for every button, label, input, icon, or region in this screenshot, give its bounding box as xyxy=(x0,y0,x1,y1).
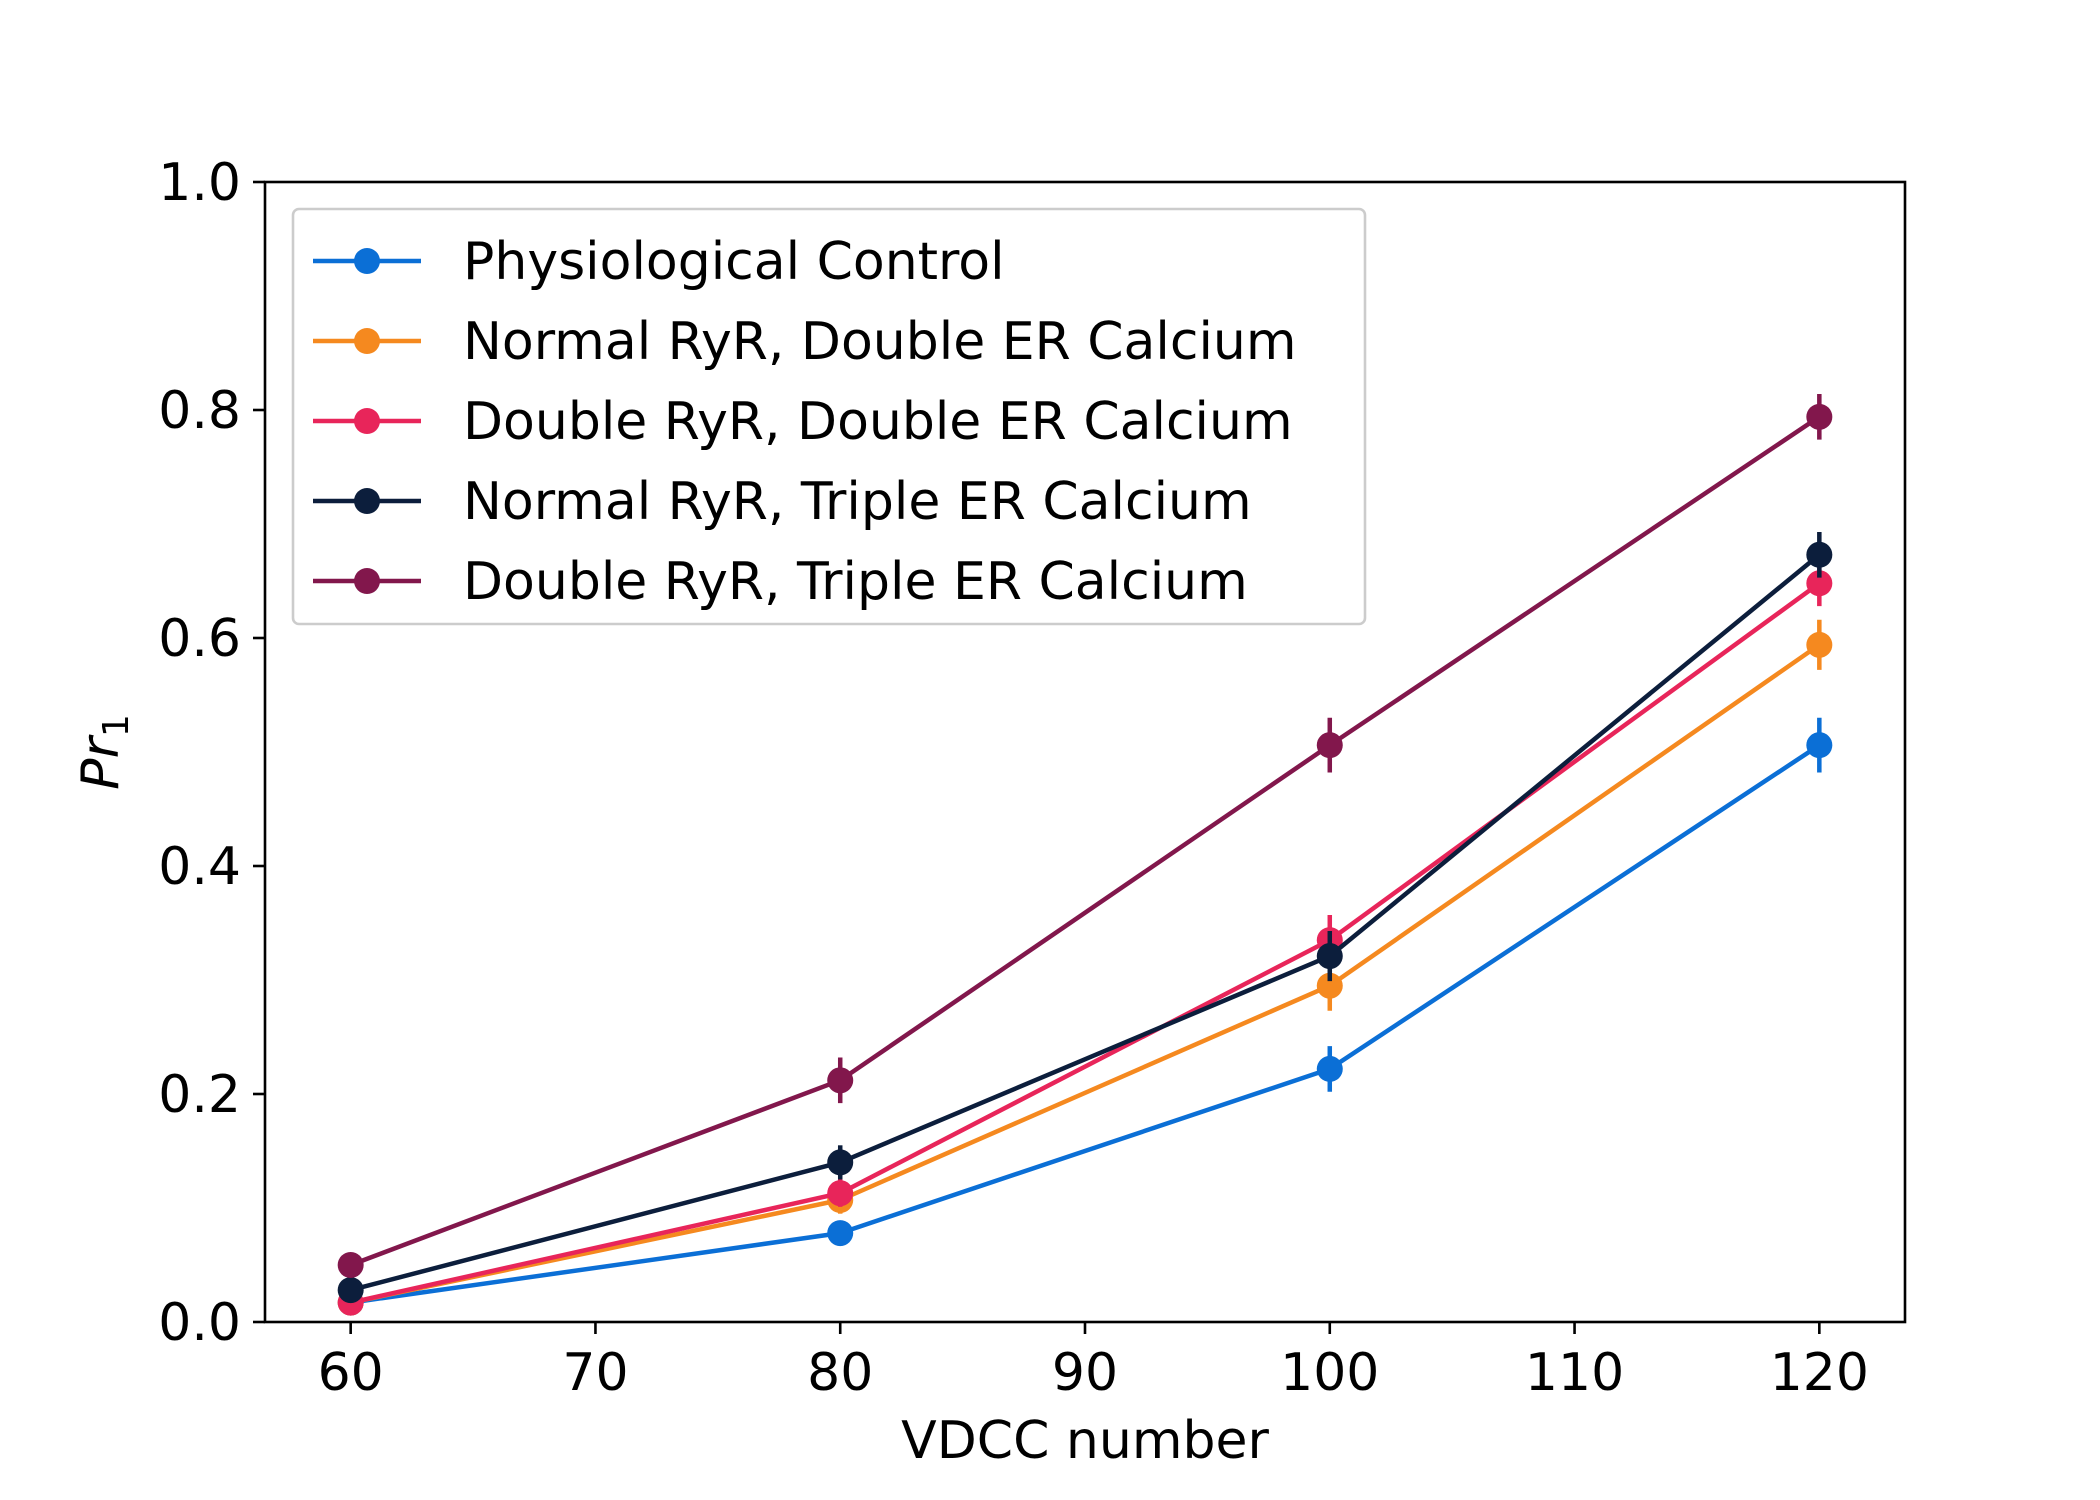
y-tick-label: 0.0 xyxy=(158,1293,241,1353)
data-point xyxy=(1316,943,1343,970)
y-tick-label: 0.6 xyxy=(158,609,241,669)
legend-label: Physiological Control xyxy=(463,232,1005,292)
data-point xyxy=(337,1277,364,1304)
data-point xyxy=(827,1067,854,1094)
legend-item: Double RyR, Triple ER Calcium xyxy=(313,552,1248,612)
x-tick-label: 80 xyxy=(807,1343,873,1403)
series-line xyxy=(350,642,1821,1305)
series-5 xyxy=(337,394,1833,1278)
y-axis-title-main: Pr xyxy=(71,733,131,789)
legend-item: Normal RyR, Double ER Calcium xyxy=(313,312,1297,372)
data-point xyxy=(827,1149,854,1176)
data-point xyxy=(337,1252,364,1278)
ticks-layer: 60 70 80 90 100 110 120 0.0 0.2 0.4 0.6 0.8 1.0 xyxy=(158,153,1869,1403)
legend-label: Double RyR, Triple ER Calcium xyxy=(463,552,1248,612)
legend-label: Normal RyR, Triple ER Calcium xyxy=(463,472,1252,532)
legend-swatch-marker xyxy=(354,328,380,354)
legend: Physiological Control Normal RyR, Double … xyxy=(291,207,1367,626)
legend-item: Normal RyR, Triple ER Calcium xyxy=(313,472,1252,532)
series-4 xyxy=(337,531,1833,1304)
data-point xyxy=(1316,732,1343,759)
data-point xyxy=(827,1220,854,1247)
legend-swatch-marker xyxy=(354,248,380,274)
x-tick-label: 70 xyxy=(562,1343,628,1403)
data-point xyxy=(827,1180,854,1207)
x-tick-label: 110 xyxy=(1525,1343,1624,1403)
x-tick-label: 100 xyxy=(1280,1343,1379,1403)
legend-swatch-marker xyxy=(354,408,380,434)
x-tick-label: 60 xyxy=(318,1343,384,1403)
series-line xyxy=(349,414,1821,1268)
x-tick-label: 90 xyxy=(1052,1343,1118,1403)
legend-item: Physiological Control xyxy=(313,232,1005,292)
data-point xyxy=(1806,570,1833,597)
svg-text:Pr1: Pr1 xyxy=(71,714,137,790)
data-point xyxy=(1806,541,1833,568)
y-tick-label: 1.0 xyxy=(158,153,241,213)
series-line xyxy=(350,581,1821,1305)
series-layer xyxy=(337,394,1833,1316)
data-point xyxy=(1316,1055,1343,1082)
y-tick-label: 0.4 xyxy=(158,837,241,897)
data-point xyxy=(1806,732,1833,759)
legend-label: Double RyR, Double ER Calcium xyxy=(463,392,1293,452)
series-line xyxy=(350,743,1821,1305)
legend-swatch-marker xyxy=(354,568,380,594)
y-axis-title: Pr1 xyxy=(71,714,137,790)
y-axis-title-subscript: 1 xyxy=(96,714,137,737)
data-point xyxy=(1806,403,1833,430)
legend-swatch-marker xyxy=(354,488,380,514)
legend-item: Double RyR, Double ER Calcium xyxy=(313,392,1293,452)
data-point xyxy=(1806,631,1833,658)
legend-box xyxy=(291,207,1367,626)
series-line xyxy=(350,553,1821,1293)
legend-label: Normal RyR, Double ER Calcium xyxy=(463,312,1297,372)
x-tick-label: 120 xyxy=(1770,1343,1869,1403)
x-axis-title: VDCC number xyxy=(901,1411,1269,1471)
y-tick-label: 0.2 xyxy=(158,1065,241,1125)
y-tick-label: 0.8 xyxy=(158,381,241,441)
data-point xyxy=(1316,972,1343,999)
